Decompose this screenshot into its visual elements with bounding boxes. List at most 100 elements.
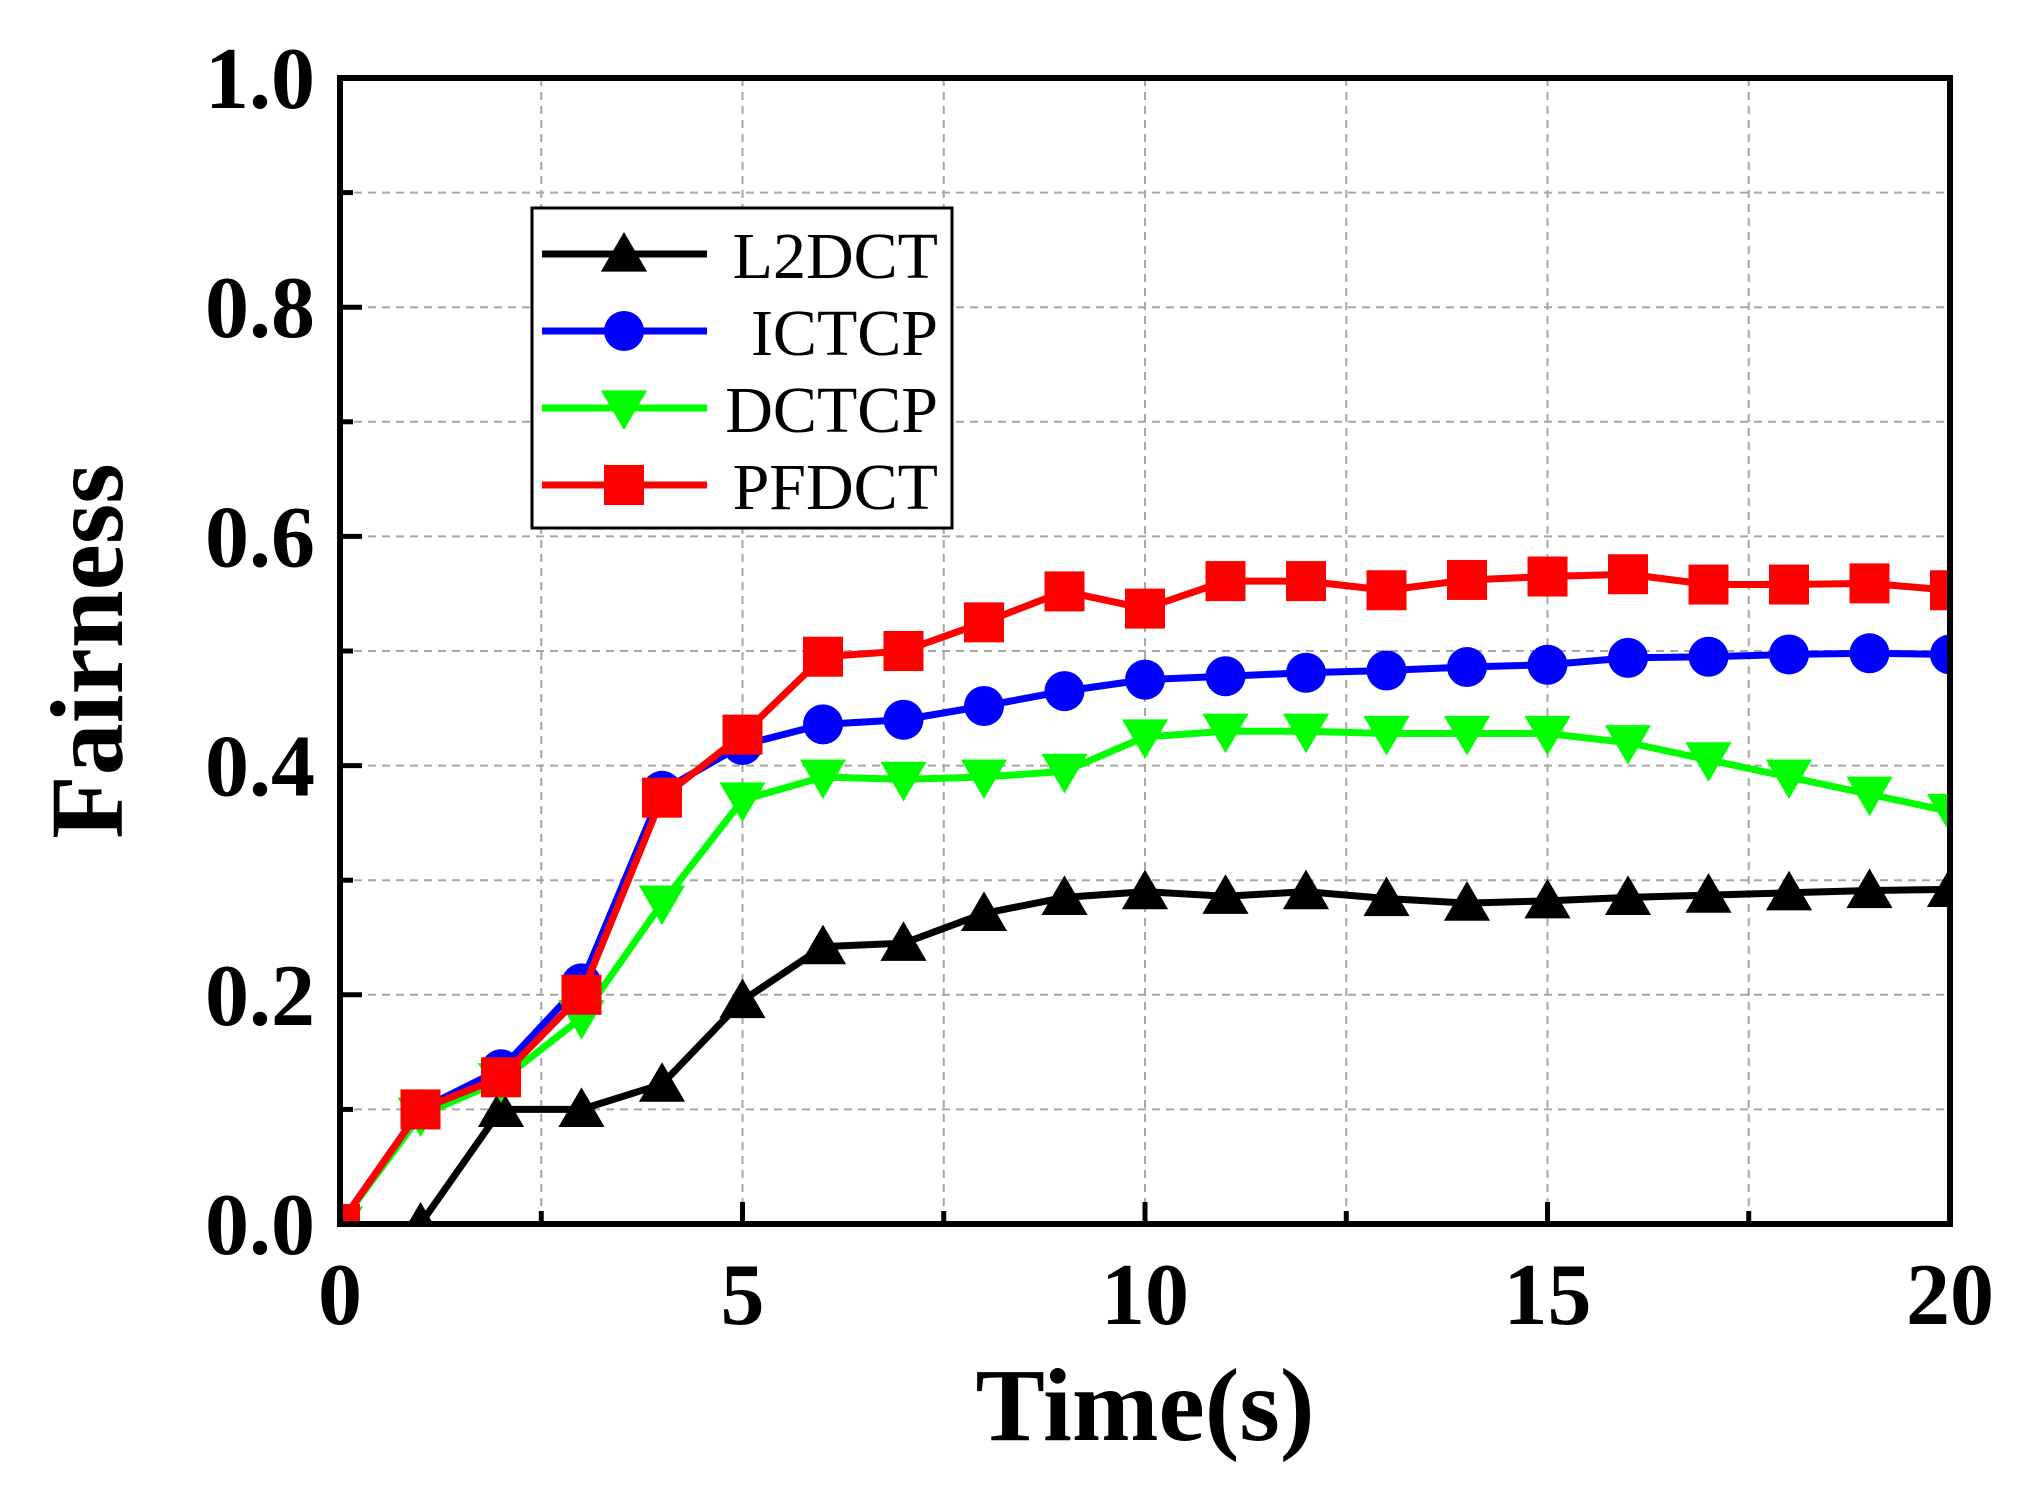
data-point-pfdct — [803, 636, 843, 677]
y-tick-label: 0.8 — [205, 260, 315, 357]
data-point-dctcp — [1202, 713, 1249, 754]
data-point-dctcp — [1443, 715, 1491, 756]
x-tick-label: 10 — [1101, 1247, 1189, 1344]
data-point-pfdct — [964, 602, 1004, 643]
data-point-pfdct — [1769, 564, 1809, 605]
data-point-pfdct — [1447, 559, 1487, 600]
y-axis-title: Fairness — [30, 463, 145, 839]
data-point-ictcp — [803, 704, 843, 745]
data-point-dctcp — [1041, 753, 1088, 794]
data-point-ictcp — [1608, 637, 1648, 678]
data-point-pfdct — [1930, 570, 1950, 611]
series-l2dct — [407, 867, 1950, 1224]
y-tick-label: 0.4 — [205, 719, 315, 816]
series-pfdct — [340, 554, 1950, 1224]
data-point-l2dct — [719, 978, 766, 1019]
data-point-ictcp — [1930, 634, 1950, 675]
y-tick-label: 0.0 — [205, 1177, 315, 1274]
legend-marker — [604, 465, 644, 505]
data-point-l2dct — [960, 891, 1008, 932]
data-point-dctcp — [1604, 725, 1652, 765]
x-axis-title: Time(s) — [976, 1348, 1315, 1463]
data-point-pfdct — [1527, 556, 1568, 597]
x-tick-label: 5 — [721, 1247, 765, 1344]
legend-item-dctcp: DCTCP — [542, 374, 938, 447]
data-point-dctcp — [1846, 776, 1893, 817]
data-point-dctcp — [1282, 713, 1330, 754]
legend-label: DCTCP — [725, 374, 938, 447]
legend-label: L2DCT — [733, 220, 938, 293]
data-point-pfdct — [642, 777, 682, 818]
data-point-dctcp — [1926, 793, 1950, 834]
data-point-ictcp — [883, 699, 924, 740]
data-point-ictcp — [1769, 634, 1809, 675]
data-point-ictcp — [1447, 647, 1487, 688]
y-tick-label: 0.2 — [205, 948, 315, 1045]
data-point-pfdct — [1125, 588, 1165, 629]
data-point-ictcp — [1688, 636, 1729, 677]
data-point-ictcp — [1527, 644, 1568, 685]
data-point-l2dct — [1041, 875, 1088, 915]
tick-labels: 0 5 10 15 20 0.0 0.2 0.4 0.6 0.8 1.0 — [205, 31, 1994, 1344]
legend-item-ictcp: ICTCP — [542, 297, 938, 370]
legend-item-pfdct: PFDCT — [542, 451, 938, 524]
y-tick-label: 1.0 — [205, 31, 315, 128]
data-point-dctcp — [960, 759, 1008, 800]
data-point-dctcp — [1685, 742, 1732, 782]
data-point-l2dct — [880, 921, 927, 961]
data-point-pfdct — [1366, 570, 1407, 611]
x-tick-label: 20 — [1906, 1247, 1994, 1344]
legend-marker — [604, 311, 644, 351]
data-point-l2dct — [1524, 878, 1571, 919]
y-tick-label: 0.6 — [205, 489, 315, 586]
data-point-ictcp — [1849, 633, 1890, 674]
data-point-dctcp — [880, 761, 927, 802]
data-point-pfdct — [1044, 571, 1085, 612]
data-point-l2dct — [1846, 868, 1893, 909]
data-point-l2dct — [1443, 881, 1491, 921]
legend-marker — [600, 232, 648, 272]
legend-item-l2dct: L2DCT — [542, 220, 938, 293]
data-point-l2dct — [1604, 875, 1652, 915]
x-tick-label: 15 — [1504, 1247, 1592, 1344]
legend-label: PFDCT — [733, 451, 938, 524]
data-point-ictcp — [964, 686, 1004, 727]
data-point-pfdct — [400, 1089, 441, 1130]
data-point-l2dct — [799, 924, 847, 965]
data-point-dctcp — [1765, 759, 1813, 800]
data-point-pfdct — [1608, 554, 1648, 595]
data-point-ictcp — [1366, 650, 1407, 691]
data-point-pfdct — [481, 1057, 521, 1098]
data-point-l2dct — [1685, 873, 1732, 913]
data-point-pfdct — [1205, 561, 1246, 602]
data-point-dctcp — [799, 759, 847, 800]
data-point-l2dct — [1363, 876, 1410, 917]
data-point-pfdct — [1688, 564, 1729, 605]
data-point-l2dct — [1926, 867, 1950, 907]
data-point-ictcp — [1205, 656, 1246, 697]
series-line-l2dct — [417, 885, 1950, 1224]
data-point-pfdct — [883, 631, 924, 671]
data-point-l2dct — [1282, 869, 1330, 910]
data-point-l2dct — [638, 1062, 686, 1102]
plot-frame — [337, 75, 1953, 1227]
data-point-ictcp — [1125, 659, 1165, 700]
data-point-pfdct — [722, 714, 763, 755]
data-point-pfdct — [1849, 563, 1890, 604]
series-group — [340, 554, 1950, 1224]
data-point-dctcp — [1524, 715, 1571, 756]
data-point-pfdct — [340, 1204, 360, 1224]
data-point-pfdct — [1286, 561, 1326, 602]
x-tick-label: 0 — [318, 1247, 362, 1344]
data-point-l2dct — [1121, 869, 1169, 910]
legend-box — [530, 206, 954, 530]
data-point-ictcp — [1286, 652, 1326, 693]
data-point-l2dct — [1765, 870, 1813, 911]
data-point-l2dct — [477, 1087, 525, 1127]
data-point-dctcp — [638, 885, 686, 926]
legend-marker — [600, 390, 648, 430]
data-point-dctcp — [719, 782, 766, 822]
data-point-pfdct — [561, 974, 602, 1015]
